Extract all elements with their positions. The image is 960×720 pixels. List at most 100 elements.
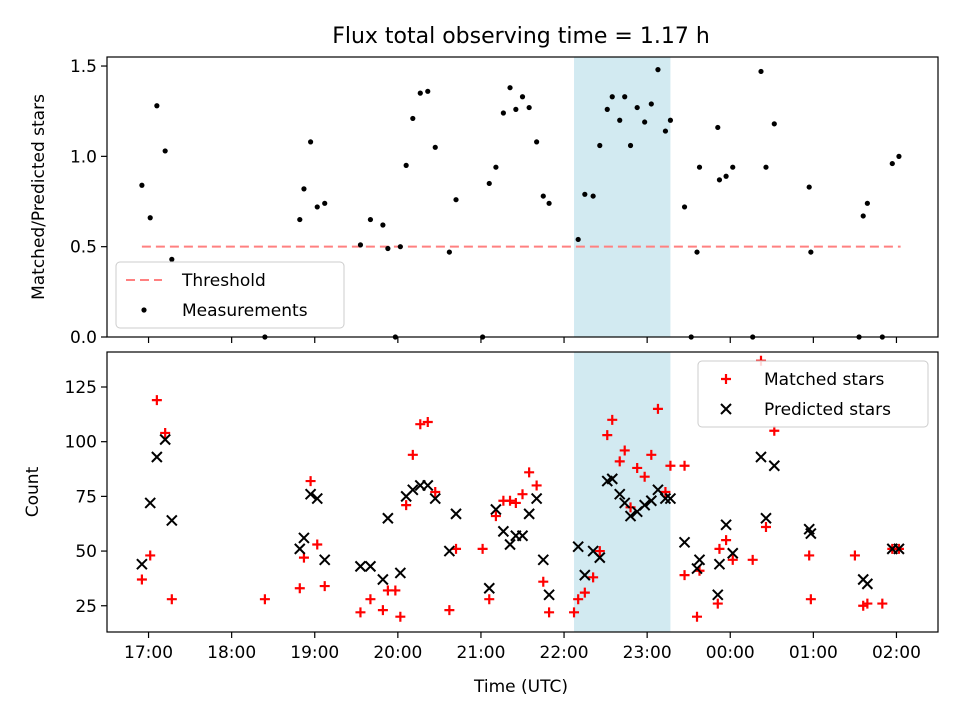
matched-star-point	[692, 611, 703, 622]
matched-star-point	[484, 594, 495, 605]
matched-star-point	[510, 497, 521, 508]
matched-star-point	[646, 449, 657, 460]
predicted-star-point	[422, 479, 434, 492]
predicted-star-point	[319, 554, 331, 566]
predicted-star-point	[594, 551, 606, 564]
measurement-point	[507, 85, 513, 91]
x-tick-label: 21:00	[456, 643, 505, 663]
matched-star-point	[721, 535, 732, 546]
x-tick-label: 23:00	[623, 643, 672, 663]
legend-label: Threshold	[181, 271, 266, 291]
measurement-point	[667, 117, 674, 123]
measurement-point	[513, 106, 519, 112]
measurement-point	[307, 139, 314, 145]
measurement-point	[694, 249, 700, 255]
predicted-star-point	[450, 508, 462, 520]
count-y-axis-label: Count	[23, 466, 43, 517]
measurement-point	[410, 115, 416, 122]
predicted-star-point	[893, 543, 905, 555]
measurement-point	[808, 249, 814, 255]
count-y-tick-label: 25	[75, 597, 97, 617]
ratio-panel: 0.0 0.5 1.0 1.5 Threshold Measurements	[70, 56, 939, 348]
predicted-star-point	[394, 567, 407, 579]
predicted-star-point	[364, 560, 377, 573]
predicted-star-point	[136, 558, 148, 570]
predicted-star-point	[619, 497, 631, 509]
measurement-point	[634, 104, 640, 111]
matched-star-point	[312, 539, 323, 550]
matched-star-point	[531, 480, 542, 491]
measurement-point	[763, 164, 769, 170]
matched-star-point	[862, 598, 873, 609]
measurement-point	[609, 94, 615, 100]
x-tick-label: 19:00	[290, 643, 339, 663]
count-y-tick-label: 100	[65, 433, 97, 453]
legend-label: Measurements	[182, 301, 308, 321]
measurement-point	[758, 68, 764, 75]
count-y-tick-label: 50	[75, 542, 97, 562]
matched-star-point	[602, 430, 613, 441]
matched-star-point	[259, 594, 270, 605]
measurement-point	[889, 160, 895, 167]
matched-star-point	[377, 605, 388, 616]
measurement-point	[314, 204, 320, 210]
matched-star-point	[390, 585, 401, 596]
measurement-point	[397, 244, 403, 250]
matched-star-point	[679, 570, 690, 581]
measurement-point	[662, 128, 669, 134]
matched-star-point	[538, 576, 549, 587]
legend-box	[115, 261, 345, 329]
measurement-point	[403, 162, 409, 168]
measurement-point	[367, 216, 374, 223]
measurement-point	[322, 200, 328, 206]
ratio-points	[139, 67, 902, 340]
measurement-point	[380, 222, 386, 228]
measurement-point	[139, 182, 145, 188]
x-tick-label: 18:00	[207, 643, 256, 663]
matched-star-point	[490, 511, 501, 522]
measurement-point	[604, 106, 610, 112]
matched-star-point	[573, 594, 584, 605]
measurement-point	[301, 186, 307, 192]
measurement-point	[597, 142, 603, 149]
legend-box	[697, 360, 929, 428]
matched-star-point	[588, 572, 599, 583]
predicted-star-point	[382, 512, 394, 524]
predicted-star-point	[638, 499, 651, 511]
measurement-point	[425, 88, 431, 94]
ratio-axes-frame	[106, 56, 939, 338]
measurement-point	[730, 164, 736, 170]
measurement-point	[169, 256, 175, 262]
predicted-star-point	[504, 538, 516, 551]
x-tick-label: 20:00	[373, 643, 422, 663]
predicted-star-point	[311, 492, 323, 505]
predicted-star-point	[614, 488, 626, 500]
matched-star-point	[544, 607, 555, 618]
matched-star-point	[517, 489, 528, 500]
predicted-star-point	[727, 547, 739, 559]
measurement-point	[432, 144, 438, 150]
count-y-tick-label: 125	[65, 378, 97, 398]
measurement-point	[896, 153, 902, 159]
count-legend: Matched stars Predicted stars	[697, 360, 929, 428]
measurement-point	[864, 200, 870, 206]
predicted-star-point	[429, 492, 441, 505]
matched-star-point	[805, 594, 816, 605]
predicted-star-point	[304, 488, 317, 500]
matched-star-point	[614, 456, 625, 467]
ratio-y-axis-label: Matched/Predicted stars	[29, 94, 49, 300]
predicted-star-point	[664, 492, 677, 505]
predicted-star-point	[768, 460, 781, 472]
matched-star-point	[430, 487, 441, 497]
matched-star-point	[305, 476, 316, 487]
predicted-star-point	[543, 589, 555, 601]
measurement-point	[493, 164, 499, 170]
ratio-legend: Threshold Measurements	[115, 261, 345, 329]
matched-star-point	[639, 471, 650, 482]
measurement-point	[582, 191, 588, 197]
measurement-point	[648, 101, 654, 107]
measurement-point	[500, 110, 506, 116]
measurement-point	[540, 193, 546, 199]
matched-star-point	[579, 587, 590, 598]
